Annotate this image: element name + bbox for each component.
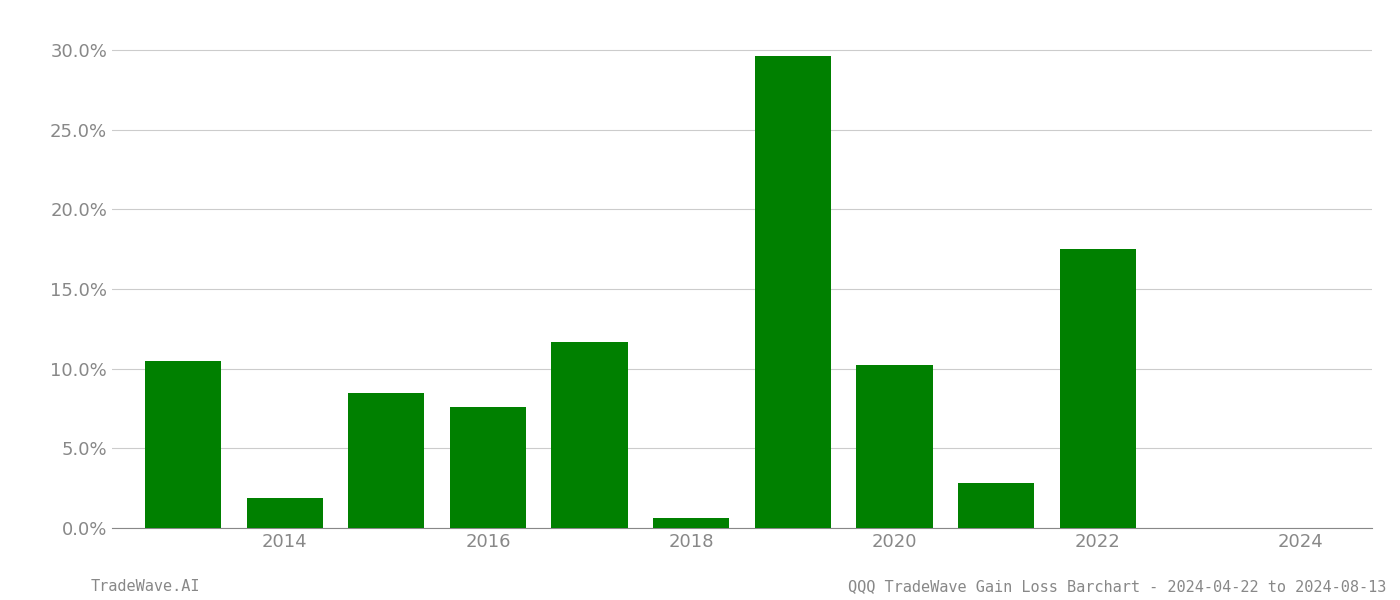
Bar bbox=[246, 498, 323, 528]
Text: QQQ TradeWave Gain Loss Barchart - 2024-04-22 to 2024-08-13: QQQ TradeWave Gain Loss Barchart - 2024-… bbox=[847, 579, 1386, 594]
Bar bbox=[1060, 249, 1135, 528]
Bar bbox=[958, 484, 1035, 528]
Text: TradeWave.AI: TradeWave.AI bbox=[91, 579, 200, 594]
Bar bbox=[755, 56, 832, 528]
Bar bbox=[552, 341, 627, 528]
Bar bbox=[349, 392, 424, 528]
Bar bbox=[146, 361, 221, 528]
Bar bbox=[857, 365, 932, 528]
Bar bbox=[449, 407, 526, 528]
Bar bbox=[652, 518, 729, 528]
